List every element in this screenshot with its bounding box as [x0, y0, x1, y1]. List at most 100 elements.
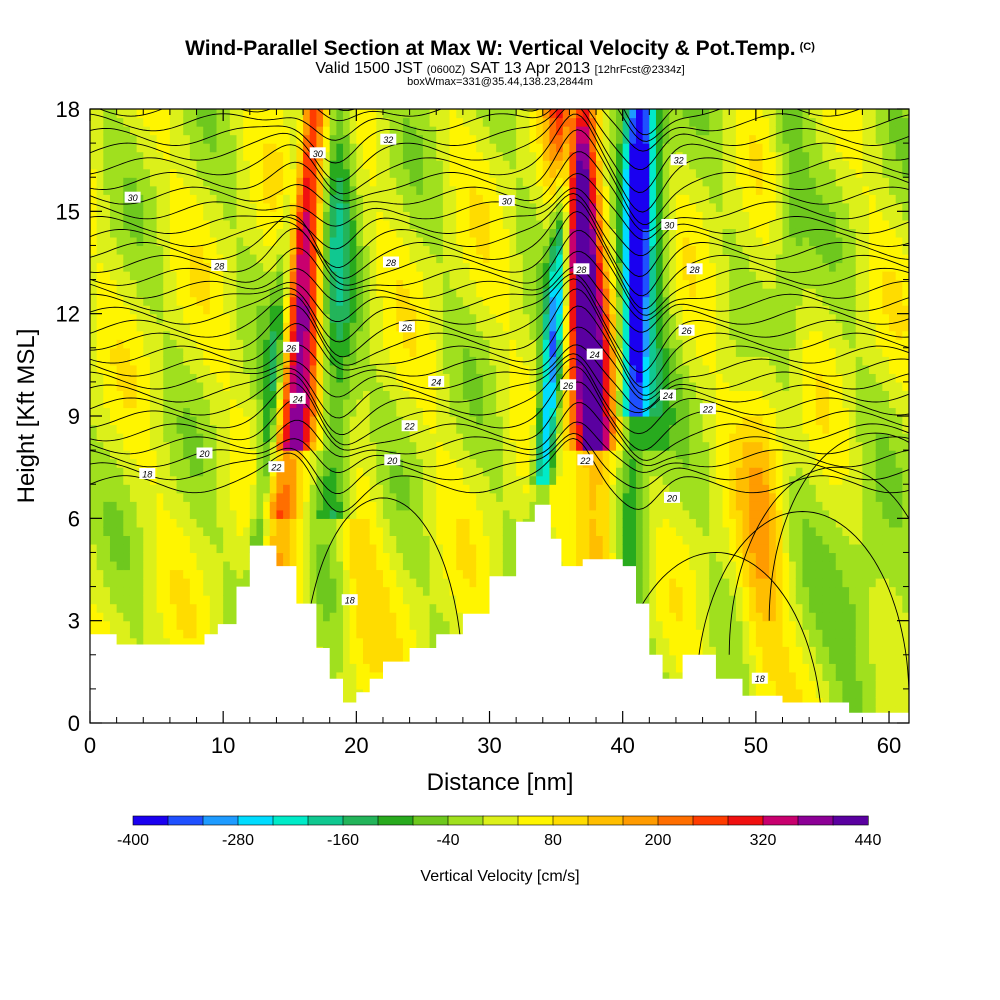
- velocity-cell: [143, 595, 151, 605]
- velocity-cell: [343, 381, 351, 392]
- velocity-cell: [416, 458, 424, 468]
- velocity-cell: [363, 475, 371, 485]
- velocity-cell: [542, 262, 551, 272]
- velocity-cell: [209, 211, 218, 221]
- velocity-cell: [323, 194, 331, 204]
- velocity-cell: [143, 262, 151, 272]
- velocity-cell: [163, 458, 171, 468]
- velocity-cell: [363, 526, 371, 536]
- velocity-cell: [229, 603, 238, 613]
- velocity-cell: [169, 543, 178, 554]
- velocity-cell: [90, 151, 98, 161]
- velocity-cell: [369, 560, 377, 571]
- velocity-cell: [502, 484, 511, 494]
- velocity-cell: [336, 560, 344, 571]
- velocity-cell: [203, 194, 211, 204]
- velocity-cell: [169, 398, 178, 409]
- velocity-cell: [356, 211, 364, 221]
- velocity-cell: [149, 356, 158, 366]
- velocity-cell: [336, 126, 344, 136]
- velocity-cell: [143, 245, 151, 255]
- velocity-cell: [456, 518, 464, 528]
- velocity-cell: [496, 441, 504, 451]
- velocity-cell: [329, 586, 337, 596]
- velocity-cell: [289, 262, 298, 272]
- velocity-cell: [96, 347, 104, 357]
- velocity-cell: [389, 126, 397, 136]
- velocity-cell: [376, 202, 384, 212]
- velocity-cell: [203, 202, 211, 212]
- velocity-cell: [143, 373, 151, 383]
- velocity-cell: [249, 177, 258, 187]
- velocity-cell: [289, 552, 298, 562]
- velocity-cell: [276, 151, 284, 161]
- velocity-cell: [456, 177, 464, 187]
- velocity-cell: [482, 586, 491, 596]
- velocity-cell: [256, 194, 264, 204]
- velocity-cell: [249, 518, 258, 528]
- velocity-cell: [536, 288, 544, 298]
- velocity-cell: [363, 646, 371, 656]
- velocity-cell: [422, 211, 431, 221]
- velocity-cell: [449, 629, 457, 639]
- velocity-cell: [256, 492, 264, 502]
- velocity-cell: [176, 484, 184, 494]
- velocity-cell: [409, 578, 417, 588]
- velocity-cell: [209, 578, 218, 588]
- velocity-cell: [502, 364, 511, 374]
- velocity-cell: [402, 654, 411, 664]
- velocity-cell: [296, 578, 304, 588]
- velocity-cell: [429, 202, 437, 212]
- velocity-cell: [369, 458, 377, 468]
- velocity-cell: [369, 433, 377, 443]
- velocity-cell: [422, 228, 431, 238]
- velocity-cell: [116, 407, 124, 417]
- velocity-cell: [522, 236, 531, 247]
- velocity-cell: [203, 330, 211, 340]
- velocity-cell: [396, 347, 404, 357]
- velocity-cell: [509, 288, 517, 298]
- velocity-cell: [136, 458, 144, 468]
- velocity-cell: [476, 407, 484, 417]
- velocity-cell: [149, 433, 158, 443]
- velocity-cell: [109, 356, 118, 366]
- velocity-cell: [136, 424, 144, 434]
- velocity-cell: [376, 467, 384, 477]
- velocity-cell: [369, 288, 377, 298]
- velocity-cell: [449, 236, 457, 247]
- velocity-cell: [469, 433, 477, 443]
- velocity-cell: [209, 253, 218, 264]
- velocity-cell: [356, 518, 364, 528]
- velocity-cell: [263, 185, 271, 195]
- velocity-cell: [369, 569, 377, 579]
- velocity-cell: [116, 373, 124, 383]
- velocity-cell: [456, 398, 464, 409]
- velocity-cell: [402, 245, 411, 255]
- velocity-cell: [149, 211, 158, 221]
- velocity-cell: [129, 586, 138, 596]
- velocity-cell: [349, 697, 357, 707]
- velocity-cell: [536, 339, 544, 349]
- velocity-cell: [283, 475, 291, 485]
- velocity-cell: [123, 288, 131, 298]
- velocity-cell: [156, 416, 164, 426]
- velocity-cell: [396, 228, 404, 238]
- velocity-cell: [462, 271, 471, 281]
- velocity-cell: [163, 629, 171, 639]
- velocity-cell: [462, 253, 471, 264]
- velocity-cell: [469, 211, 477, 221]
- velocity-cell: [156, 194, 164, 204]
- velocity-cell: [323, 364, 331, 374]
- velocity-cell: [436, 569, 444, 579]
- velocity-cell: [283, 236, 291, 247]
- velocity-cell: [90, 143, 98, 153]
- velocity-cell: [429, 424, 437, 434]
- velocity-cell: [109, 569, 118, 579]
- velocity-cell: [143, 177, 151, 187]
- velocity-cell: [183, 381, 191, 392]
- velocity-cell: [536, 236, 544, 247]
- velocity-cell: [196, 356, 204, 366]
- velocity-cell: [196, 526, 204, 536]
- velocity-cell: [502, 143, 511, 153]
- velocity-cell: [542, 151, 551, 161]
